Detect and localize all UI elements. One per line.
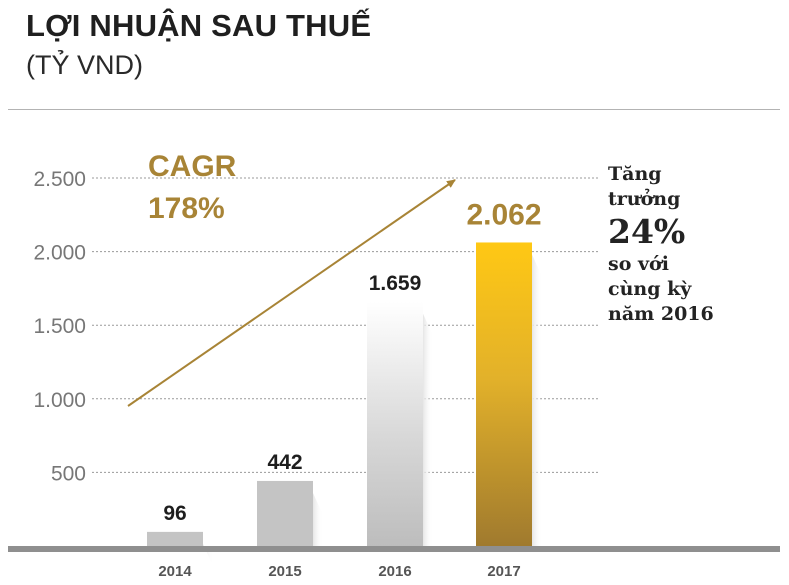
bar-2014 [147,531,203,546]
x-tick-label-2015: 2015 [268,563,301,580]
x-axis-ticks: 2014 2015 2016 2017 [8,546,780,580]
value-label-2017: 2.062 [466,198,541,231]
note-line-1: Tăng [608,163,662,185]
bars [147,242,532,546]
chart-title: LỢI NHUẬN SAU THUẾ [26,8,372,43]
chart-subtitle: (TỶ VND) [26,50,143,80]
bar-2017 [476,242,532,546]
bar-2015 [257,480,313,546]
y-tick-label: 1.500 [33,315,86,338]
y-axis-ticks: 500 1.000 1.500 2.000 2.500 [33,168,86,485]
y-tick-label: 1.000 [33,389,86,412]
value-label-2016: 1.659 [369,272,422,295]
growth-arrow [127,179,456,407]
note-line-5: cùng kỳ [608,278,692,300]
note-line-4: so với [608,253,669,275]
cagr-value: 178% [148,192,225,225]
bar-shadow [423,313,433,546]
header-divider [8,109,780,110]
bar-shadow [532,254,542,546]
note-line-6: năm 2016 [608,303,714,325]
y-tick-label: 2.000 [33,242,86,265]
bar-shadows [203,254,542,566]
value-labels: 96 442 1.659 2.062 [163,198,541,524]
gridlines [92,177,600,473]
value-label-2014: 96 [163,502,186,525]
note-growth-percent: 24% [608,212,686,251]
y-tick-label: 2.500 [33,168,86,191]
growth-note: Tăng trưởng 24% so với cùng kỳ năm 2016 [608,162,778,327]
x-tick-label-2017: 2017 [487,563,520,580]
bar-shadow [313,492,323,546]
bar-2016 [367,301,423,546]
y-tick-label: 500 [51,462,86,485]
note-line-2: trưởng [608,188,681,210]
cagr-label: CAGR [148,150,237,183]
x-axis-baseline [8,546,780,552]
value-label-2015: 442 [267,451,302,474]
x-tick-label-2016: 2016 [378,563,411,580]
x-tick-label-2014: 2014 [158,563,192,580]
